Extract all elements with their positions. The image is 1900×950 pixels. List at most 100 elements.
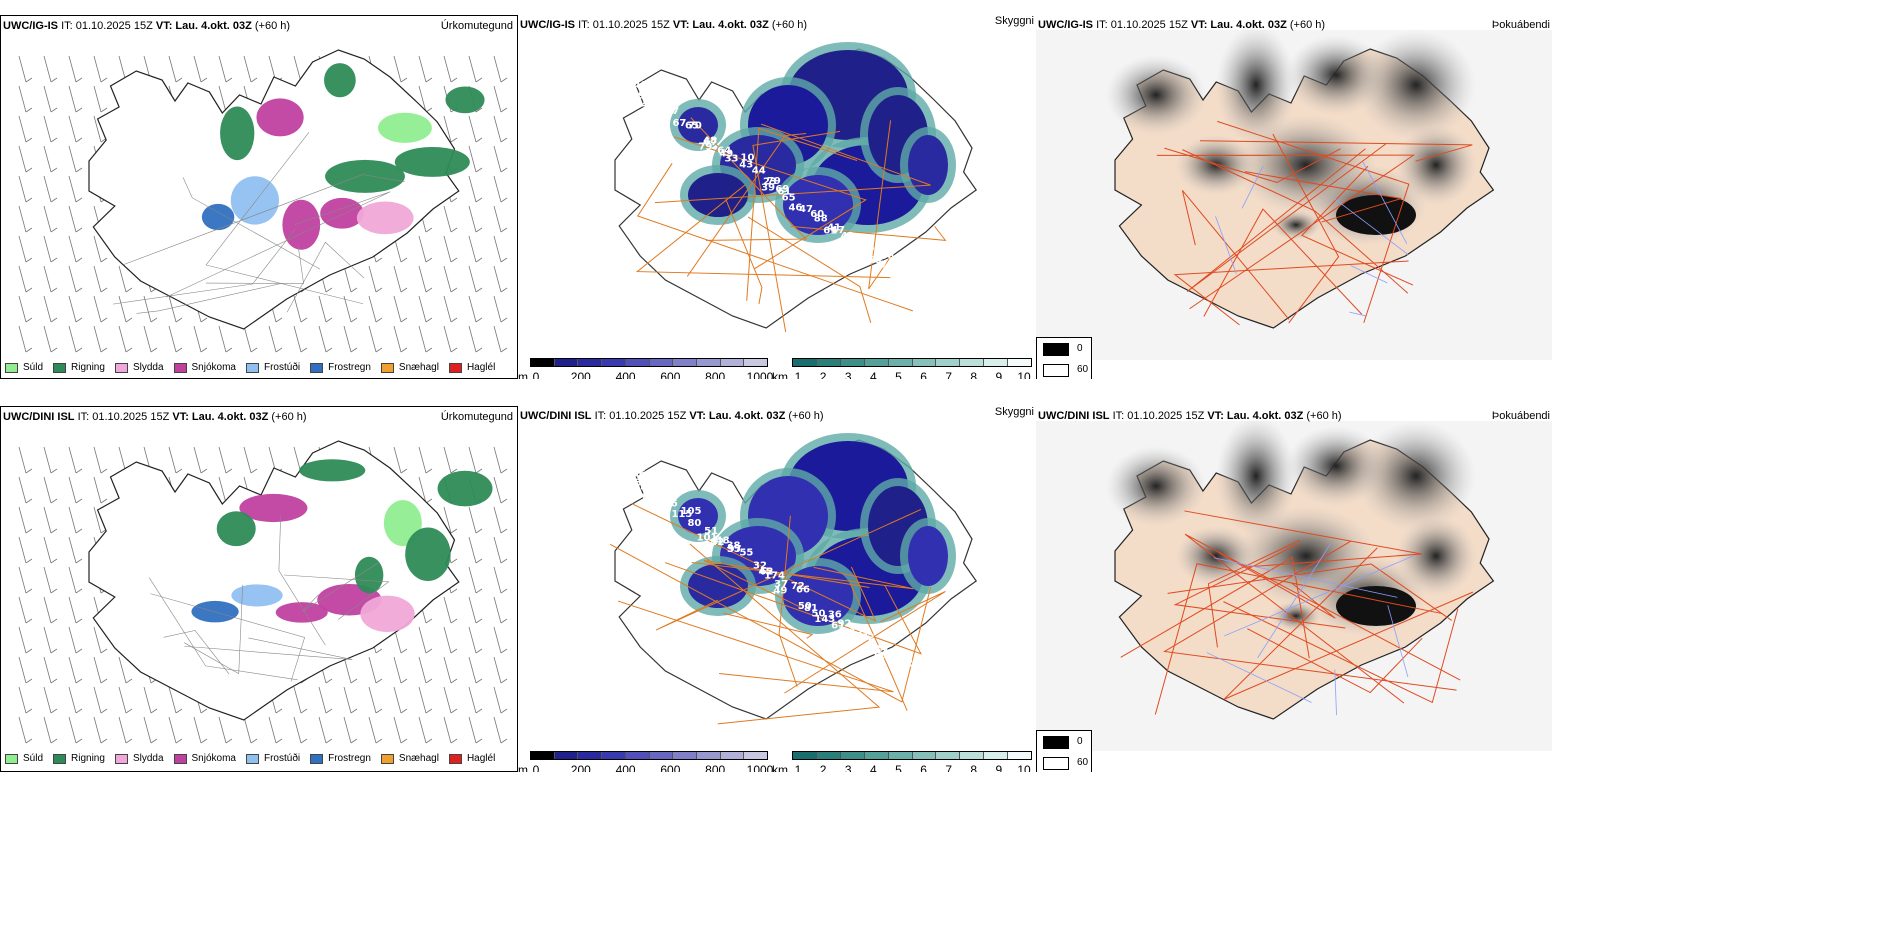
lead-time: (+60 h) <box>1306 410 1342 422</box>
colorbar-tick: 10 <box>1017 763 1031 772</box>
wind-barb <box>168 686 183 714</box>
cloudbase-colorbar: m 0 200 400 600 800 1000 <box>518 356 773 379</box>
precip-area <box>239 493 308 523</box>
valid-time: VT: Lau. 4.okt. 03Z <box>172 411 269 423</box>
wind-barb <box>468 596 483 624</box>
legend-item: Súld <box>5 753 43 764</box>
fog-legend-label: 0 <box>1077 343 1083 354</box>
wind-barb <box>368 716 383 744</box>
wind-barb <box>43 566 58 594</box>
legend-item: Slydda <box>114 362 164 373</box>
wind-barb <box>368 265 383 293</box>
cloudbase-value: 66 <box>892 656 906 667</box>
wind-barb <box>193 325 208 353</box>
precip-area <box>256 98 304 137</box>
legend-swatch <box>114 753 128 764</box>
cloudbase-area <box>908 135 948 195</box>
legend-swatch <box>310 362 324 373</box>
colorbar-tick: 400 <box>615 370 636 379</box>
wind-barb <box>93 626 108 654</box>
cloudbase-value: 64 <box>717 145 731 156</box>
wind-barb <box>43 656 58 684</box>
wind-barb <box>468 716 483 744</box>
cloudbase-value: 61 <box>823 225 837 236</box>
wind-barb <box>68 265 83 293</box>
wind-barb <box>493 716 508 744</box>
wind-barb <box>343 656 358 684</box>
fog-core <box>1336 195 1416 235</box>
wind-barb <box>68 145 83 173</box>
fog-legend-swatch <box>1043 364 1069 377</box>
colorbar-cell <box>531 359 555 366</box>
cloudbase-value: 39 <box>761 182 775 193</box>
precip-area <box>201 203 235 231</box>
wind-barb <box>68 476 83 504</box>
cloudbase-value: 55 <box>739 548 753 559</box>
wind-barb <box>43 325 58 353</box>
cloudbase-value: 73 <box>880 259 894 270</box>
wind-barb <box>468 626 483 654</box>
cloudbase-value: 92 <box>837 618 851 629</box>
wind-barb <box>368 686 383 714</box>
cloudbase-value: 50 <box>812 608 826 619</box>
wind-barb <box>293 716 308 744</box>
precip-area <box>216 511 256 547</box>
legend-label: Frostúði <box>263 362 301 373</box>
wind-barb <box>493 205 508 233</box>
wind-barb <box>443 235 458 263</box>
cloudbase-value: 41 <box>827 222 841 233</box>
cloudbase-value: 91 <box>934 305 948 316</box>
wind-barb <box>68 115 83 143</box>
legend-label: Snæhagl <box>398 753 439 764</box>
colorbar-tick: 200 <box>570 763 591 772</box>
wind-barb <box>468 686 483 714</box>
legend-item: Frostúði <box>245 753 300 764</box>
precip-area <box>220 106 255 161</box>
init-time: IT: 01.10.2025 15Z <box>594 410 687 422</box>
legend-swatch <box>5 753 18 764</box>
precip-area <box>282 199 321 250</box>
cloudbase-value: 50 <box>798 601 812 612</box>
fog-indicator-map <box>1036 416 1552 751</box>
wind-barb <box>43 716 58 744</box>
colorbar-tick: 200 <box>570 370 591 379</box>
colorbar-unit: m <box>518 370 528 379</box>
wind-barb <box>468 566 483 594</box>
wind-barb <box>318 325 333 353</box>
fog-area <box>1106 446 1206 526</box>
wind-barb <box>493 446 508 474</box>
wind-barb <box>168 446 183 474</box>
cloud-panel-row1: UWC/IG-IS IT: 01.10.2025 15Z VT: Lau. 4.… <box>518 15 1036 379</box>
colorbar-cell <box>816 752 841 759</box>
wind-barb <box>68 626 83 654</box>
cloudbase-value: 50 <box>646 99 660 110</box>
legend-swatch <box>310 753 324 764</box>
cloudbase-value: 65 <box>685 120 699 131</box>
model-name: UWC/IG-IS <box>1038 19 1093 31</box>
wind-barb <box>393 686 408 714</box>
precip-area <box>445 86 485 114</box>
cloudbase-value: 49 <box>773 586 787 597</box>
cloudbase-value: 60 <box>810 209 824 220</box>
wind-barb <box>18 686 33 714</box>
precip-area <box>191 600 239 623</box>
wind-barb <box>143 295 158 323</box>
cloudbase-value: 42 <box>641 483 655 494</box>
wind-barb <box>443 265 458 293</box>
wind-barb <box>93 55 108 83</box>
fog-legend: 0 60 <box>1036 730 1092 772</box>
colorbar-tick: 1000 <box>746 370 774 379</box>
init-time: IT: 01.10.2025 15Z <box>77 411 170 423</box>
wind-barb <box>468 265 483 293</box>
cloudbase-value: 46 <box>788 203 802 214</box>
cloudbase-value: 86 <box>632 469 646 480</box>
wind-barb <box>493 55 508 83</box>
cloudbase-value: 10 <box>741 152 755 163</box>
colorbar-tick: 6 <box>920 370 927 379</box>
wind-barb <box>118 656 133 684</box>
visibility-colorbar: km 1 2 3 4 5 6 7 8 9 10 <box>772 749 1034 772</box>
cloudbase-value: 79 <box>698 141 712 152</box>
colorbar-cell <box>888 752 913 759</box>
wind-barb <box>68 295 83 323</box>
valid-time: VT: Lau. 4.okt. 03Z <box>689 410 786 422</box>
